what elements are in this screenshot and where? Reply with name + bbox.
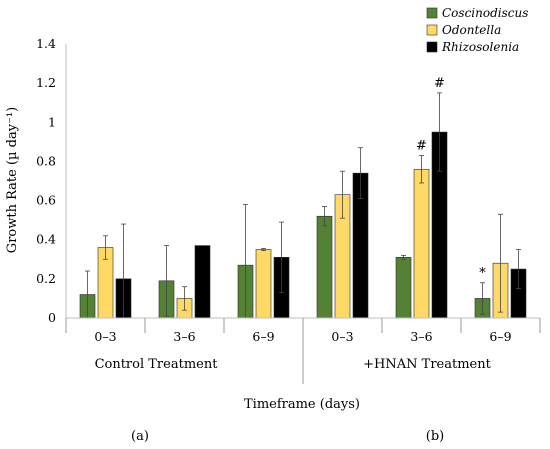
legend-label-coscinodiscus: Coscinodiscus bbox=[442, 6, 528, 20]
error-bars bbox=[85, 92, 521, 319]
legend-label-rhizosolenia: Rhizosolenia bbox=[441, 40, 519, 54]
significance-mark: * bbox=[479, 266, 486, 281]
group-label-hnan: +HNAN Treatment bbox=[363, 357, 491, 372]
legend-label-odontella: Odontella bbox=[442, 23, 501, 37]
y-tick-label: 0.2 bbox=[36, 271, 56, 286]
y-tick-label: 0 bbox=[48, 310, 56, 325]
x-tick-label: 6–9 bbox=[489, 329, 511, 344]
y-tick-label: 1 bbox=[48, 114, 56, 129]
legend: Coscinodiscus Odontella Rhizosolenia bbox=[426, 6, 528, 54]
legend-swatch-rhizosolenia bbox=[426, 41, 438, 53]
y-tick-label: 0.8 bbox=[36, 153, 56, 168]
bar-coscinodiscus-4 bbox=[395, 257, 412, 319]
annotations: * # # bbox=[416, 76, 486, 281]
y-tick-label: 0.6 bbox=[36, 193, 56, 208]
bar-rhizosolenia-1 bbox=[194, 245, 211, 319]
legend-swatch-coscinodiscus bbox=[426, 7, 438, 19]
significance-mark: # bbox=[434, 76, 445, 91]
panel-label-a: (a) bbox=[131, 429, 149, 444]
y-tick-label: 0.4 bbox=[36, 232, 56, 247]
bars bbox=[79, 131, 527, 319]
x-tick-label: 0–3 bbox=[94, 329, 116, 344]
x-tick-label: 3–6 bbox=[410, 329, 432, 344]
bar-odontella-4 bbox=[413, 168, 430, 319]
group-label-control: Control Treatment bbox=[95, 357, 219, 372]
x-axis-label: Timeframe (days) bbox=[244, 397, 360, 412]
bar-coscinodiscus-3 bbox=[316, 215, 333, 319]
x-tick-label: 6–9 bbox=[252, 329, 274, 344]
panel-label-b: (b) bbox=[426, 429, 444, 444]
significance-mark: # bbox=[416, 139, 427, 154]
y-axis: 0 0.2 0.4 0.6 0.8 1 1.2 1.4 bbox=[36, 36, 67, 325]
legend-swatch-odontella bbox=[426, 24, 438, 36]
x-tick-label: 0–3 bbox=[331, 329, 353, 344]
x-tick-label: 3–6 bbox=[173, 329, 195, 344]
bar-odontella-2 bbox=[255, 249, 272, 319]
x-axis: 0–3 3–6 6–9 0–3 3–6 6–9 bbox=[65, 317, 541, 384]
y-axis-label: Growth Rate (µ day⁻¹) bbox=[5, 107, 20, 253]
y-tick-label: 1.2 bbox=[36, 75, 56, 90]
y-tick-label: 1.4 bbox=[36, 36, 56, 51]
